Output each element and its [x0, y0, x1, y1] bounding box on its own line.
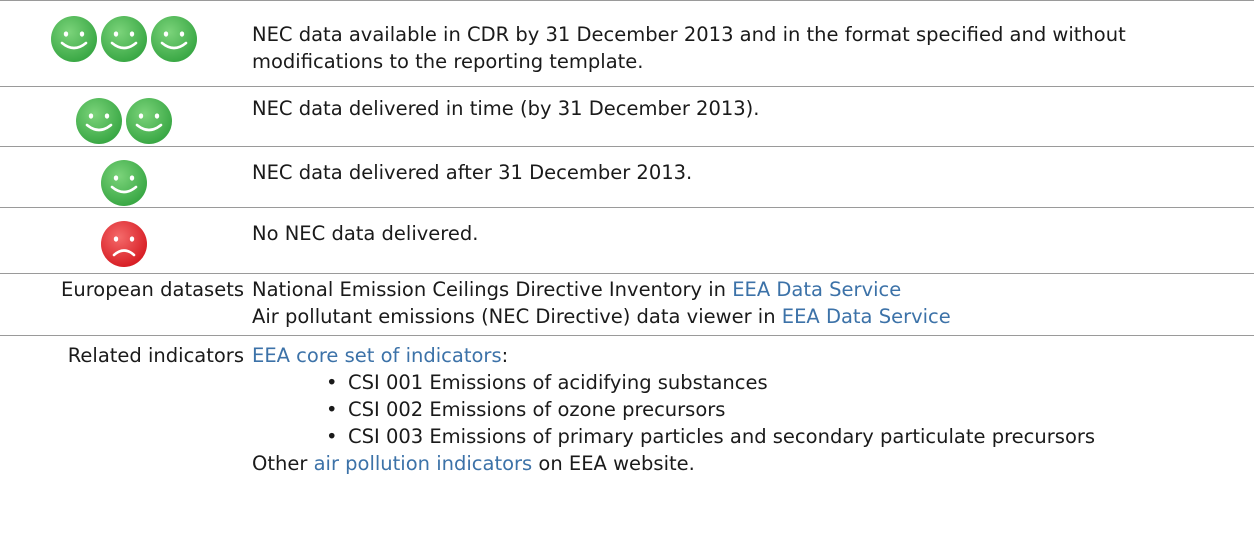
line: National Emission Ceilings Directive Inv…	[252, 276, 1234, 303]
row-text: NEC data delivered after 31 December 201…	[248, 146, 1254, 208]
indicator-list: CSI 001 Emissions of acidifying substanc…	[252, 369, 1234, 450]
icons	[0, 86, 248, 147]
text: National Emission Ceilings Directive Inv…	[252, 278, 727, 301]
smiley-icon	[101, 221, 147, 267]
row-text: NEC data available in CDR by 31 December…	[248, 0, 1254, 87]
icons	[0, 207, 248, 274]
link[interactable]: EEA Data Service	[732, 278, 902, 301]
smiley-icon	[151, 16, 197, 62]
text: on EEA website.	[538, 452, 695, 475]
row: NEC data delivered after 31 December 201…	[0, 146, 1254, 208]
smiley-icon	[126, 98, 172, 144]
text: Other	[252, 452, 308, 475]
row: NEC data available in CDR by 31 December…	[0, 0, 1254, 87]
smiley-icon	[101, 160, 147, 206]
list-item: CSI 002 Emissions of ozone precursors	[252, 396, 1234, 423]
icons	[0, 0, 248, 87]
link[interactable]: EEA Data Service	[781, 305, 951, 328]
link[interactable]: EEA core set of indicators	[252, 344, 502, 367]
intro: EEA core set of indicators:	[252, 342, 1234, 369]
smiley-icon	[76, 98, 122, 144]
row-text: NEC data delivered in time (by 31 Decemb…	[248, 86, 1254, 147]
list-item: CSI 003 Emissions of primary particles a…	[252, 423, 1234, 450]
list-item: CSI 001 Emissions of acidifying substanc…	[252, 369, 1234, 396]
icons	[0, 146, 248, 208]
line: Air pollutant emissions (NEC Directive) …	[252, 303, 1234, 330]
row: No NEC data delivered.	[0, 207, 1254, 274]
text: :	[501, 344, 509, 367]
row: NEC data delivered in time (by 31 Decemb…	[0, 86, 1254, 147]
row: Related indicators EEA core set of indic…	[0, 335, 1254, 477]
outro: Other air pollution indicators on EEA we…	[252, 450, 1234, 477]
text: Air pollutant emissions (NEC Directive) …	[252, 305, 776, 328]
link[interactable]: air pollution indicators	[313, 452, 533, 475]
legend-table: NEC data available in CDR by 31 December…	[0, 0, 1254, 477]
indicator-block: EEA core set of indicators: CSI 001 Emis…	[248, 335, 1254, 477]
row-label: Related indicators	[0, 335, 248, 477]
row: European datasets National Emission Ceil…	[0, 273, 1254, 336]
row-label: European datasets	[0, 273, 248, 336]
smiley-icon	[101, 16, 147, 62]
smiley-icon	[51, 16, 97, 62]
dataset-lines: National Emission Ceilings Directive Inv…	[248, 273, 1254, 336]
row-text: No NEC data delivered.	[248, 207, 1254, 274]
